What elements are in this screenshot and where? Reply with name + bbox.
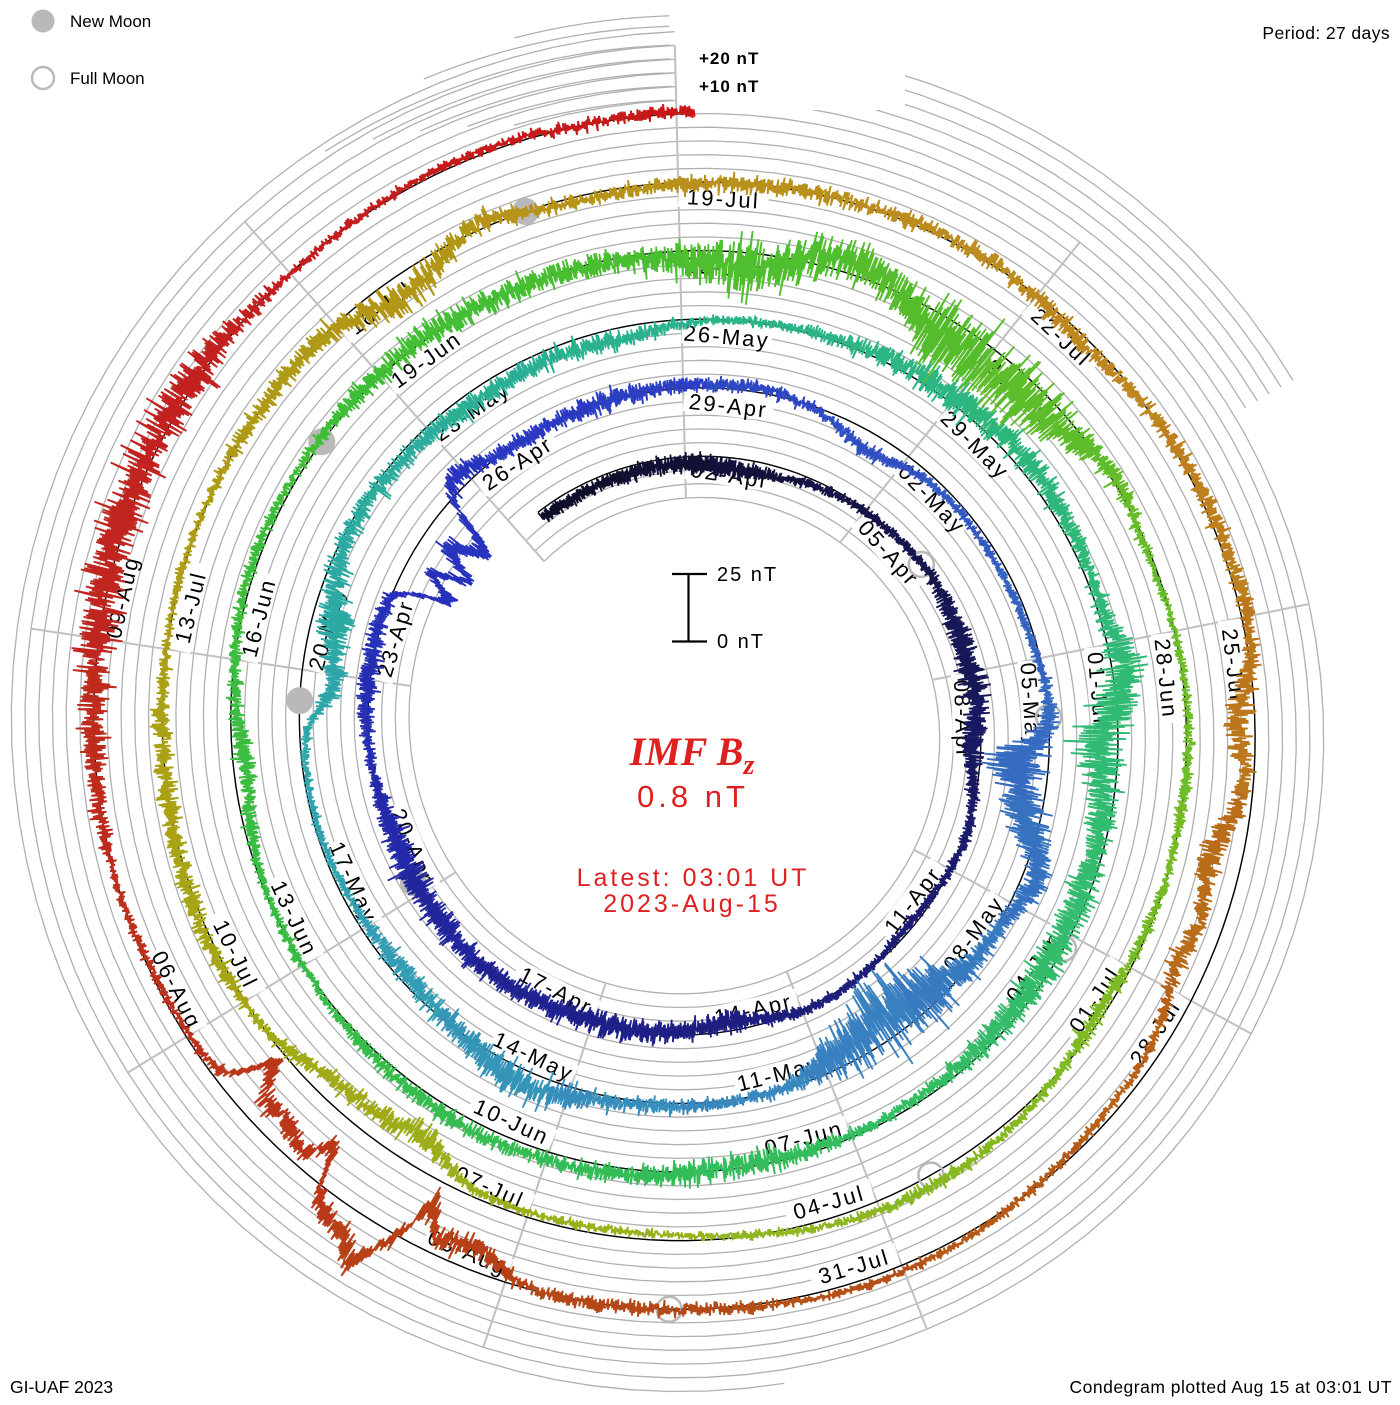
svg-text:IMF Bz: IMF Bz [629, 729, 755, 781]
svg-text:+20 nT: +20 nT [699, 49, 759, 68]
svg-text:Full Moon: Full Moon [70, 69, 145, 88]
svg-text:2023-Aug-15: 2023-Aug-15 [603, 890, 781, 918]
svg-text:+10 nT: +10 nT [699, 77, 759, 96]
svg-text:25 nT: 25 nT [717, 564, 778, 586]
svg-text:GI-UAF 2023: GI-UAF 2023 [10, 1377, 113, 1397]
svg-text:0.8 nT: 0.8 nT [637, 779, 749, 814]
svg-text:0 nT: 0 nT [717, 631, 765, 653]
svg-text:Period: 27 days: Period: 27 days [1262, 23, 1390, 43]
svg-text:Condegram plotted Aug 15 at 03: Condegram plotted Aug 15 at 03:01 UT [1069, 1377, 1392, 1397]
svg-text:Latest: 03:01 UT: Latest: 03:01 UT [577, 864, 810, 892]
svg-text:New Moon: New Moon [70, 12, 151, 31]
